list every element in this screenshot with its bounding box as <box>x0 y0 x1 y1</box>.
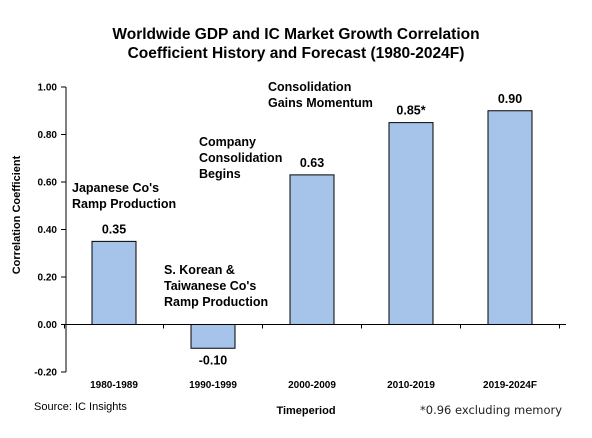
y-axis-title: Correlation Coefficient <box>11 155 23 274</box>
y-tick-label: 0.40 <box>38 225 58 236</box>
chart-title-line-2: Coefficient History and Forecast (1980-2… <box>128 45 465 62</box>
annotation-text: Gains Momentum <box>268 96 373 110</box>
category-label: 1990-1999 <box>189 380 237 391</box>
bar-2019-2024F <box>487 110 533 325</box>
y-tick-label: 0.60 <box>38 178 58 189</box>
annotation-text: S. Korean & <box>164 263 235 277</box>
source-note: Source: IC Insights <box>34 401 127 413</box>
annotation-text: Consolidation <box>268 80 351 94</box>
category-label: 1980-1989 <box>90 380 138 391</box>
plot-area: 1.00 0.80 0.60 0.40 0.20 0.00 -0.20 0.35 1980-19… <box>34 80 566 391</box>
annotation-text: Ramp Production <box>164 295 268 309</box>
y-tick-label: 0.20 <box>38 273 58 284</box>
bar-1980-1989 <box>91 240 137 325</box>
annotation-text: Company <box>199 135 256 149</box>
y-tick-label: -0.20 <box>34 368 57 379</box>
data-label: 0.35 <box>102 222 126 236</box>
bar-2010-2019 <box>388 122 434 325</box>
category-label: 2010-2019 <box>387 380 435 391</box>
data-label: 0.90 <box>498 92 522 106</box>
annotation-text: Ramp Production <box>72 197 176 211</box>
footnote: *0.96 excluding memory <box>420 403 562 417</box>
data-label: 0.85* <box>396 104 425 118</box>
annotation-text: Consolidation <box>199 151 282 165</box>
chart-title-line-1: Worldwide GDP and IC Market Growth Corre… <box>112 26 479 43</box>
annotation-text: Taiwanese Co's <box>164 279 256 293</box>
annotation-text: Begins <box>199 167 241 181</box>
y-tick-label: 1.00 <box>38 83 58 94</box>
y-tick-label: 0.80 <box>38 130 58 141</box>
bar-2000-2009 <box>289 174 335 325</box>
bar-1990-1999 <box>190 324 236 349</box>
category-label: 2000-2009 <box>288 380 336 391</box>
x-axis-title: Timeperiod <box>276 405 335 417</box>
data-label: -0.10 <box>199 353 228 367</box>
y-tick-label: 0.00 <box>38 320 58 331</box>
data-label: 0.63 <box>300 156 324 170</box>
annotation-text: Japanese Co's <box>72 181 159 195</box>
category-label: 2019-2024F <box>483 380 537 391</box>
